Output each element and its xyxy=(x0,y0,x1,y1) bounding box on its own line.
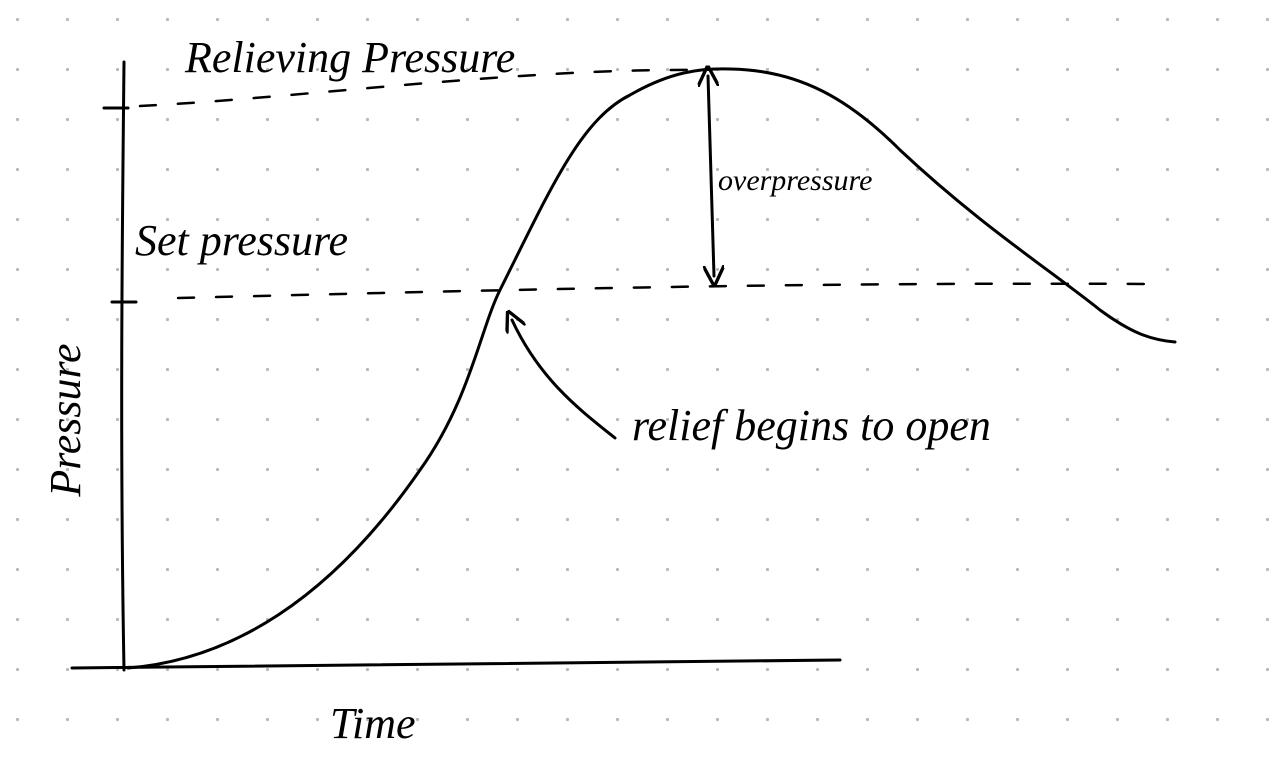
y-axis-label: Pressure xyxy=(41,343,90,497)
relieving-pressure-line xyxy=(138,68,702,108)
relief-arrow xyxy=(512,320,617,440)
x-axis xyxy=(70,658,842,670)
overpressure-label: overpressure xyxy=(718,164,872,197)
relieving-pressure-label: Relieving Pressure xyxy=(184,33,515,82)
overpressure-arrow xyxy=(708,76,714,276)
set-pressure-label: Set pressure xyxy=(135,216,348,265)
pressure-curve xyxy=(126,67,1177,670)
y-axis xyxy=(120,60,126,672)
x-axis-label: Time xyxy=(330,699,416,748)
relief-label: relief begins to open xyxy=(632,401,991,450)
